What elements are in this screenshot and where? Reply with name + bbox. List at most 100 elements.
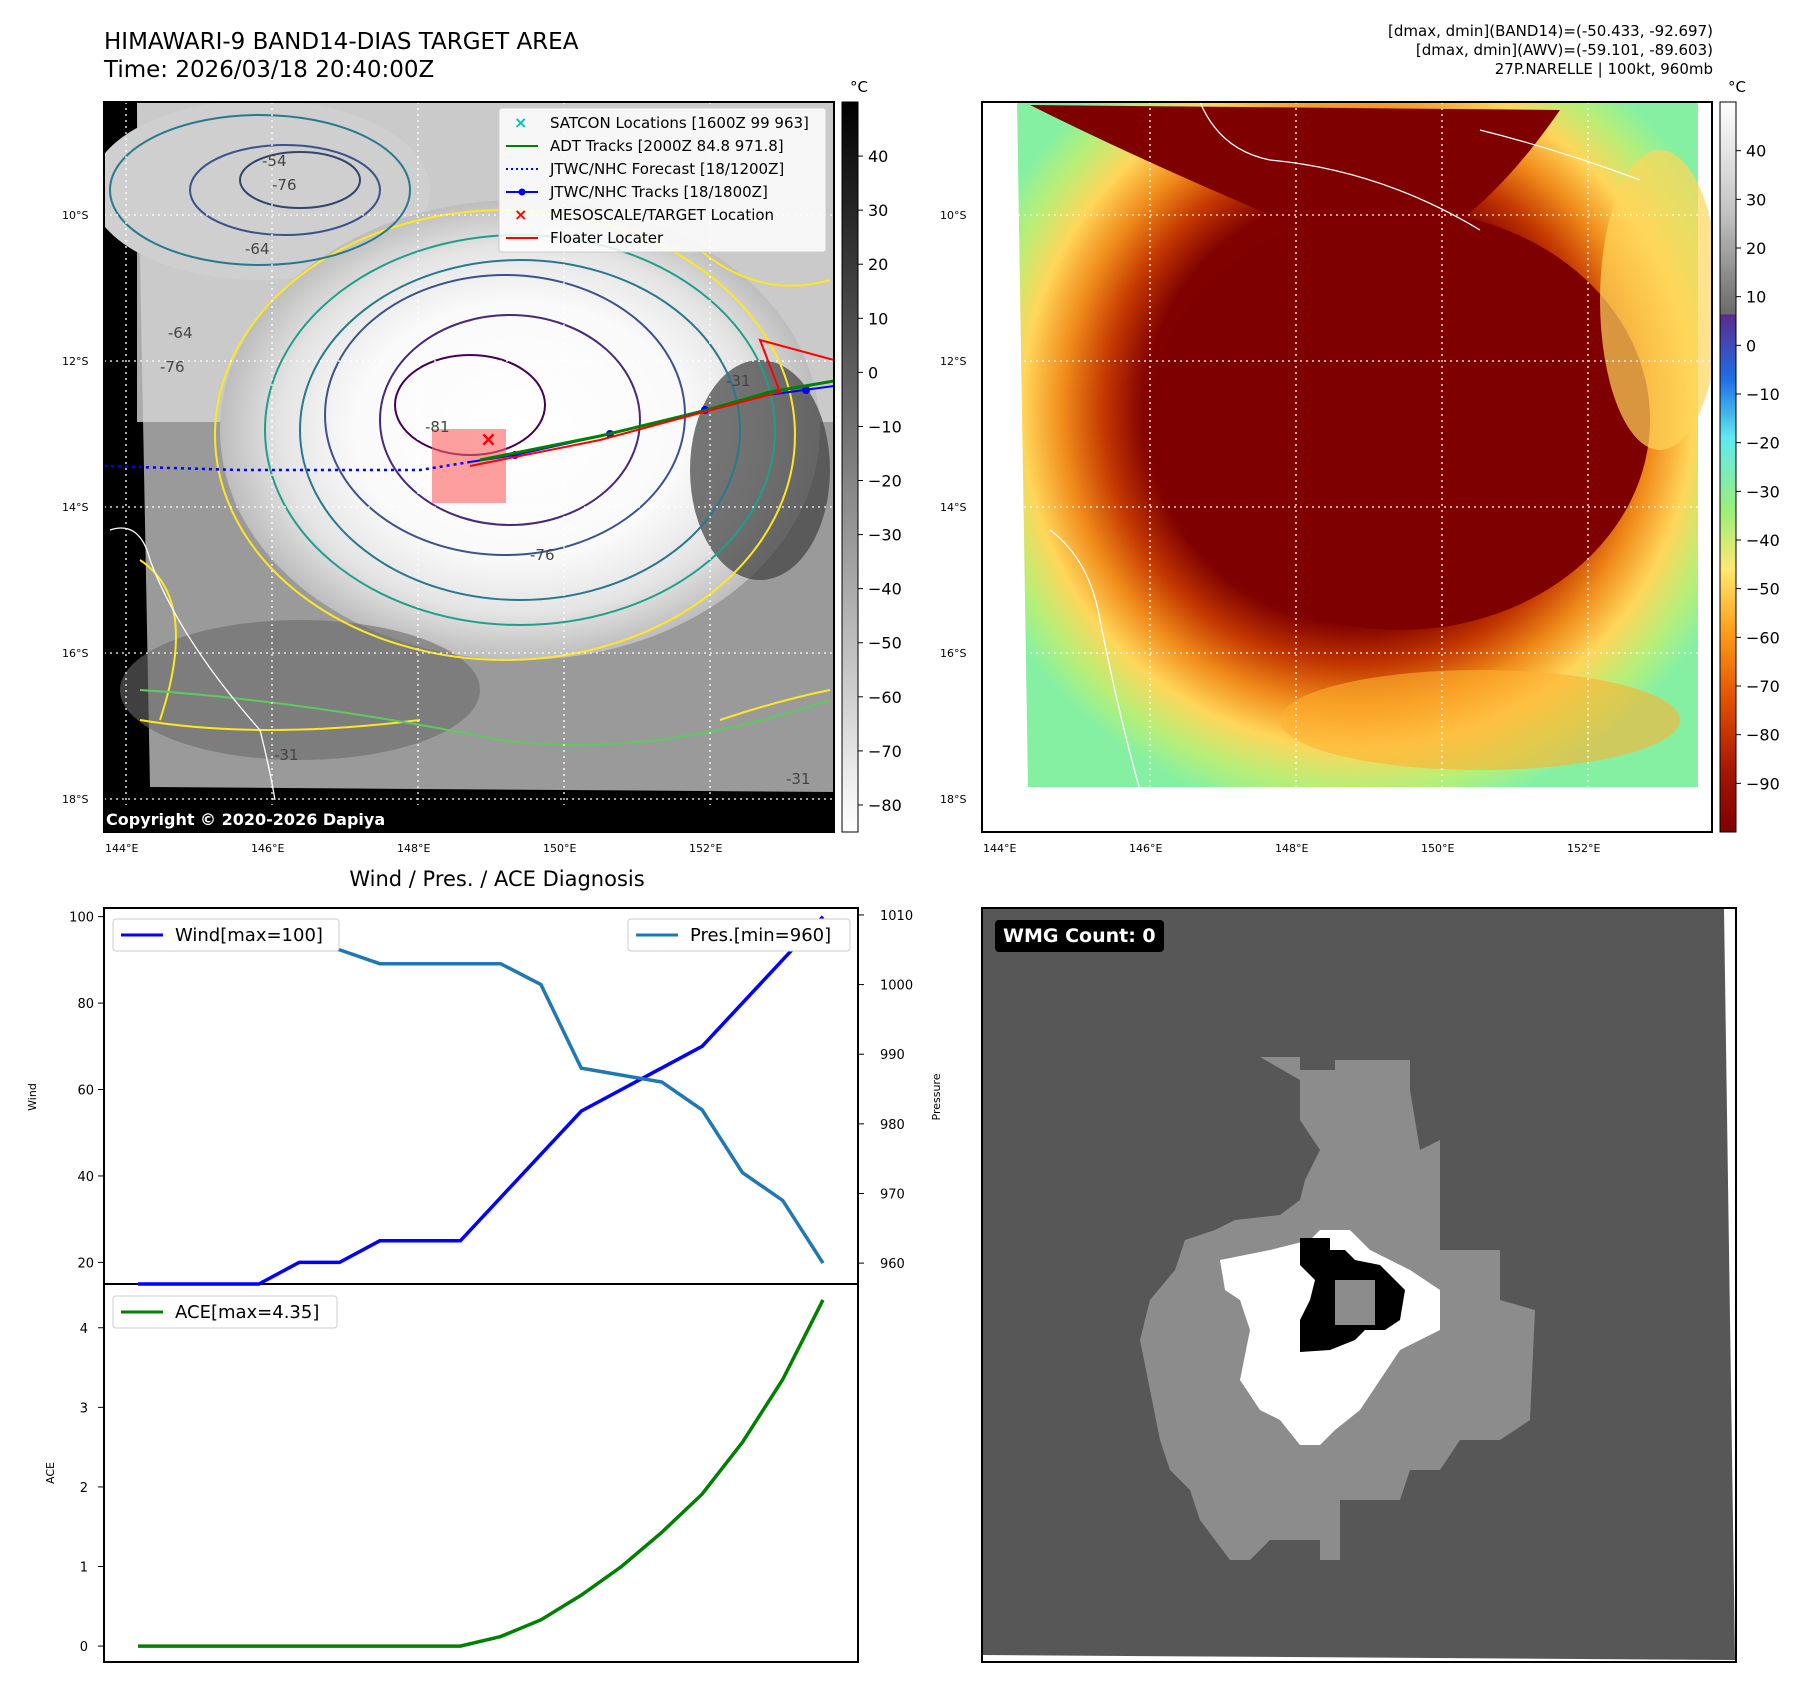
ace-tick: 1	[80, 1561, 88, 1576]
figure-title: HIMAWARI-9 BAND14-DIAS TARGET AREA Time:…	[104, 28, 578, 84]
svg-text:×: ×	[514, 205, 527, 224]
wind-legend: Wind[max=100]	[112, 918, 340, 952]
colorbar-tick: −20	[868, 472, 902, 491]
lon-label: 148°E	[397, 842, 430, 855]
ace-axis-label: ACE	[44, 1462, 57, 1484]
wind-tick: 40	[77, 1170, 94, 1185]
ace-series-line	[138, 1299, 825, 1648]
ace-legend: ACE[max=4.35]	[112, 1295, 338, 1329]
pressure-axis-label: Pressure	[930, 1073, 943, 1120]
contour-label: -54	[262, 152, 287, 170]
wind-series-line	[138, 915, 825, 1286]
colorbar-tick: −50	[1746, 580, 1780, 599]
ace-tick: 2	[80, 1481, 88, 1496]
colorbar-tick: −50	[868, 634, 902, 653]
colorbar-tick: 30	[1746, 190, 1766, 209]
legend-floater: Floater Locater	[550, 229, 664, 247]
lat-label: 18°S	[940, 793, 966, 806]
contour-label: -31	[726, 372, 751, 390]
pressure-tick: 970	[880, 1187, 905, 1202]
colorbar-tick: −10	[1746, 385, 1780, 404]
legend-satcon: SATCON Locations [1600Z 99 963]	[550, 114, 809, 132]
lon-label: 150°E	[1421, 842, 1454, 855]
wmg-count-label: WMG Count: 0	[995, 920, 1164, 952]
colorbar-unit: °C	[1728, 78, 1746, 96]
colorbar-tick: −90	[1746, 774, 1780, 793]
copyright-text: Copyright © 2020-2026 Dapiya	[106, 810, 386, 829]
colorbar-tick: −80	[1746, 726, 1780, 745]
pressure-tick: 990	[880, 1048, 905, 1063]
ace-legend-label: ACE[max=4.35]	[175, 1302, 319, 1323]
storm-info: [dmax, dmin](BAND14)=(-50.433, -92.697) …	[1388, 22, 1713, 79]
pressure-legend: Pres.[min=960]	[627, 918, 851, 952]
lat-label: 10°S	[940, 209, 966, 222]
map-legend: × SATCON Locations [1600Z 99 963] ADT Tr…	[498, 107, 827, 253]
ace-tick: 4	[80, 1322, 88, 1337]
colorbar-tick: 20	[868, 255, 888, 274]
colorbar-tick: 0	[868, 363, 878, 382]
title-line-1: HIMAWARI-9 BAND14-DIAS TARGET AREA	[104, 29, 579, 55]
contour-label: -64	[168, 324, 193, 342]
colorbar-tick: −30	[1746, 482, 1780, 501]
colorbar-unit: °C	[850, 78, 868, 96]
wind-tick: 80	[77, 997, 94, 1012]
legend-jtwc-tracks: JTWC/NHC Tracks [18/1800Z]	[549, 183, 768, 201]
ace-tick: 0	[80, 1640, 88, 1655]
pressure-tick: 980	[880, 1118, 905, 1133]
lat-label: 18°S	[62, 793, 88, 806]
lat-label: 12°S	[940, 355, 966, 368]
lon-label: 144°E	[105, 842, 138, 855]
wind-tick: 100	[69, 911, 94, 926]
lon-label: 148°E	[1275, 842, 1308, 855]
contour-label: -76	[160, 358, 185, 376]
colorbar-tick: −30	[868, 526, 902, 545]
lat-label: 10°S	[62, 209, 88, 222]
wind-axis-label: Wind	[26, 1083, 39, 1111]
lat-label: 12°S	[62, 355, 88, 368]
pressure-legend-label: Pres.[min=960]	[690, 925, 831, 946]
lon-label: 146°E	[1129, 842, 1162, 855]
wind-legend-label: Wind[max=100]	[175, 925, 323, 946]
contour-label: -81	[425, 418, 450, 436]
left-map-axes: 10°S 12°S 14°S 16°S 18°S 144°E 146°E 148…	[62, 209, 722, 855]
colorbar-tick: −60	[1746, 628, 1780, 647]
lat-label: 14°S	[940, 501, 966, 514]
ace-axes	[103, 1283, 859, 1663]
ace-tick: 3	[80, 1401, 88, 1416]
contour-label: -76	[272, 176, 297, 194]
colorbar-tick: −40	[868, 580, 902, 599]
contour-label: -64	[245, 240, 270, 258]
legend-adt: ADT Tracks [2000Z 84.8 971.8]	[550, 137, 784, 155]
colorbar-tick: 0	[1746, 336, 1756, 355]
pressure-tick: 960	[880, 1257, 905, 1272]
band14-ir-map: × -54 -64 -76 -64 -76 -81 -76 -31 -31 -3…	[104, 102, 834, 832]
colorbar-tick: −70	[1746, 677, 1780, 696]
band14-colorbar: °C 40 30 20 10 0 −10 −20 −30 −40 −50 −60 −70 −80	[841, 78, 902, 833]
lat-label: 16°S	[940, 647, 966, 660]
lon-label: 146°E	[251, 842, 284, 855]
wind-tick: 20	[77, 1256, 94, 1271]
target-area-box	[432, 429, 506, 503]
colorbar-tick: 40	[1746, 142, 1766, 161]
awv-map	[982, 102, 1712, 832]
colorbar-tick: −80	[868, 796, 902, 815]
mesoscale-marker: ×	[480, 427, 497, 451]
title-line-2: Time: 2026/03/18 20:40:00Z	[104, 57, 435, 83]
lat-label: 16°S	[62, 647, 88, 660]
info-line-2: [dmax, dmin](AWV)=(-59.101, -89.603)	[1415, 41, 1713, 59]
lon-label: 152°E	[1567, 842, 1600, 855]
wmg-panel	[981, 907, 1737, 1663]
right-map-axes: 10°S 12°S 14°S 16°S 18°S 144°E 146°E 148…	[940, 209, 1600, 855]
colorbar-tick: 10	[868, 309, 888, 328]
info-line-3: 27P.NARELLE | 100kt, 960mb	[1494, 60, 1713, 78]
pressure-tick: 1000	[880, 979, 913, 994]
diagnosis-title: Wind / Pres. / ACE Diagnosis	[349, 867, 644, 891]
colorbar-tick: 30	[868, 201, 888, 220]
contour-label: -31	[274, 746, 299, 764]
colorbar-tick: 20	[1746, 239, 1766, 258]
colorbar-tick: −60	[868, 688, 902, 707]
svg-text:×: ×	[514, 113, 527, 132]
colorbar-tick: 10	[1746, 288, 1766, 307]
lon-label: 150°E	[543, 842, 576, 855]
